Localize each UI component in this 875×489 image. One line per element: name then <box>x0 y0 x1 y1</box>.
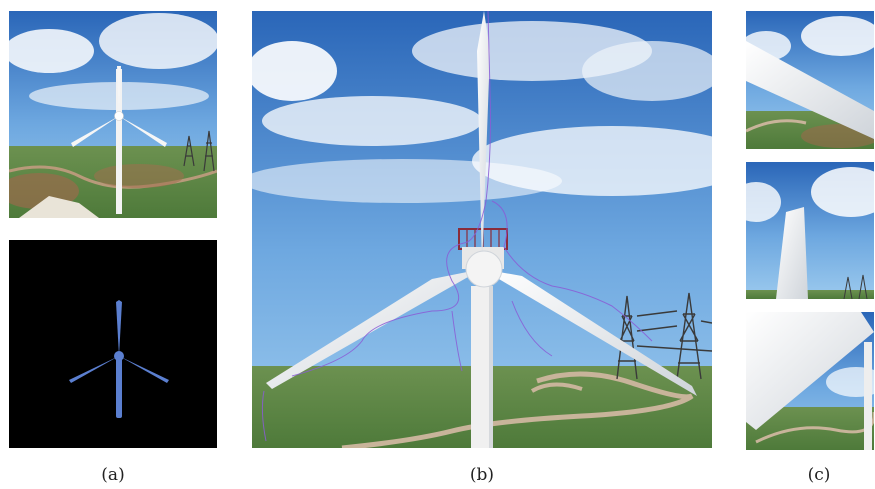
panel-c-closeup-2 <box>746 162 874 299</box>
caption-a: (a) <box>101 465 125 485</box>
panel-c-closeup-1 <box>746 11 874 149</box>
panel-a-render <box>9 11 217 218</box>
panel-b-closeup <box>252 11 712 448</box>
panel-a-mask <box>9 240 217 448</box>
caption-b: (b) <box>469 465 495 485</box>
caption-c: (c) <box>807 465 831 485</box>
panel-c-closeup-3 <box>746 312 874 450</box>
